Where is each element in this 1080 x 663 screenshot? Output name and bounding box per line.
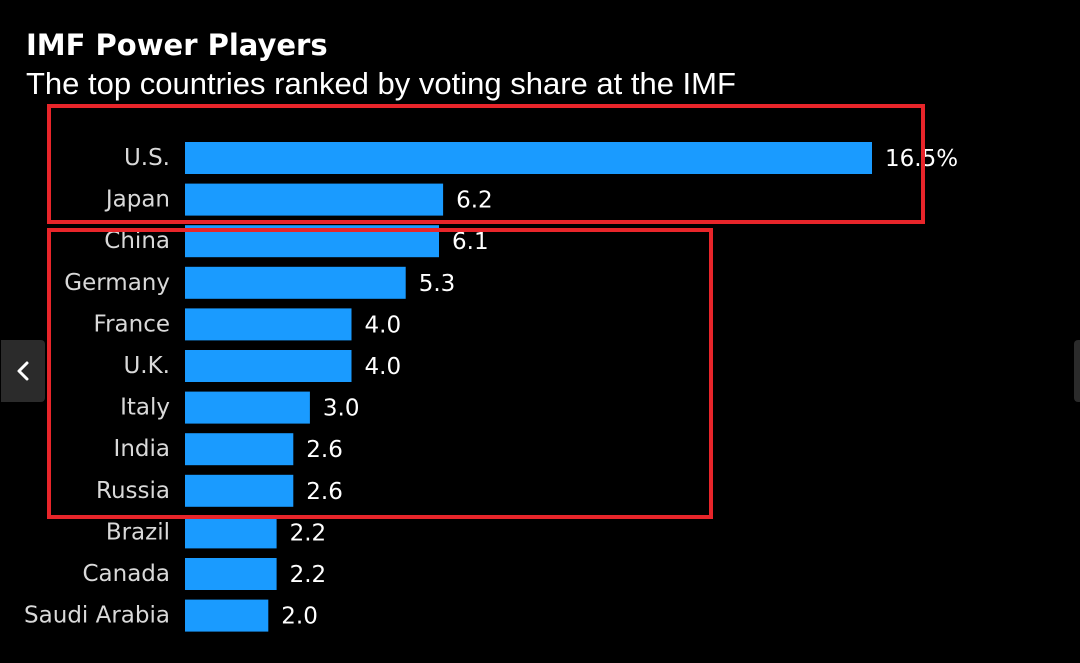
category-label: China [104, 228, 170, 254]
bar [185, 474, 294, 507]
bar [185, 433, 294, 466]
previous-button[interactable] [1, 340, 45, 402]
category-label: France [94, 311, 170, 337]
value-label: 2.6 [306, 479, 343, 505]
category-label: Germany [64, 270, 170, 296]
category-label: U.K. [123, 353, 170, 379]
category-label: Russia [96, 478, 170, 504]
value-label: 6.1 [452, 229, 489, 255]
highlight-box-next-seven [47, 228, 713, 519]
category-label: Saudi Arabia [24, 603, 170, 629]
value-label: 6.2 [456, 188, 493, 214]
category-label: U.S. [124, 145, 170, 171]
chart-subtitle: The top countries ranked by voting share… [26, 66, 736, 101]
value-label: 2.0 [281, 604, 318, 630]
value-label: 2.6 [306, 437, 343, 463]
category-label: Canada [82, 561, 170, 587]
bar [185, 266, 406, 299]
bar [185, 391, 310, 424]
value-label: 2.2 [290, 520, 327, 546]
chevron-left-icon [17, 361, 29, 381]
value-label: 3.0 [323, 396, 360, 422]
value-label: 2.2 [290, 562, 327, 588]
value-label: 4.0 [365, 354, 402, 380]
bar [185, 599, 269, 632]
bar [185, 183, 444, 216]
bar [185, 142, 872, 174]
category-label: Japan [104, 187, 170, 213]
category-label: Brazil [106, 519, 170, 545]
value-label: 4.0 [365, 312, 402, 338]
value-label: 5.3 [419, 271, 456, 297]
next-button[interactable] [1074, 340, 1080, 402]
bar [185, 516, 277, 549]
category-label: Italy [120, 395, 170, 421]
highlight-box-top-two [47, 104, 925, 224]
bar [185, 558, 277, 590]
bar [185, 350, 352, 382]
bar [185, 308, 352, 341]
chart-title: IMF Power Players [26, 28, 328, 62]
category-label: India [114, 436, 170, 462]
